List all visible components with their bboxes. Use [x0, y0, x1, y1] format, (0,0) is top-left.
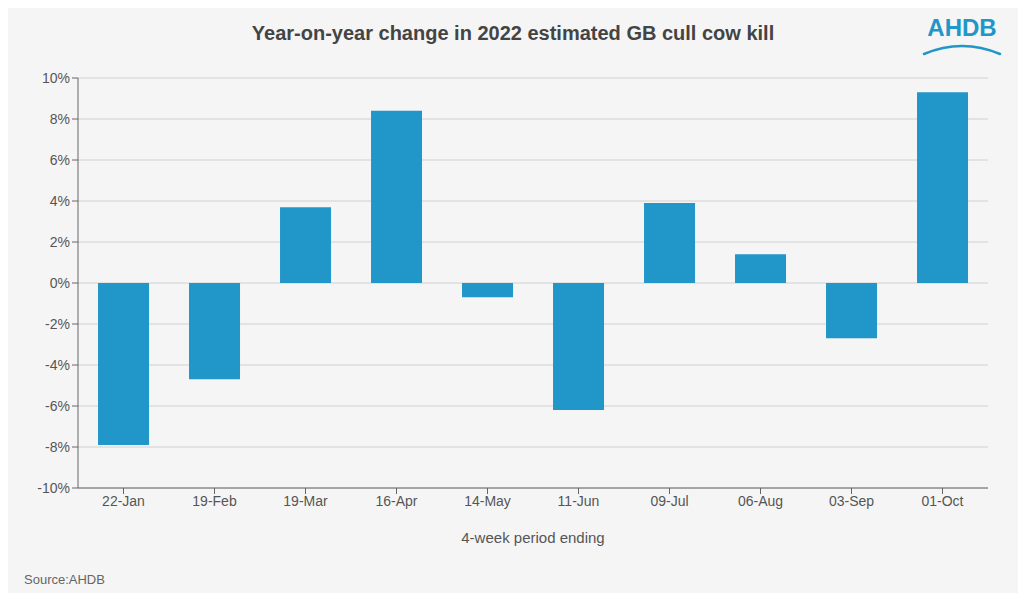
svg-text:01-Oct: 01-Oct [921, 493, 963, 509]
svg-text:6%: 6% [50, 152, 70, 168]
svg-text:14-May: 14-May [464, 493, 511, 509]
svg-text:-8%: -8% [45, 439, 70, 455]
svg-text:16-Apr: 16-Apr [375, 493, 417, 509]
svg-text:-10%: -10% [37, 480, 70, 496]
html-text:AHDB: AHDB [927, 14, 997, 41]
html-text:Year-on-year change in 2022 es: Year-on-year change in 2022 estimated GB… [251, 21, 775, 44]
svg-text:11-Jun: 11-Jun [558, 493, 600, 509]
svg-text:-2%: -2% [45, 316, 70, 332]
svg-text:10%: 10% [42, 70, 70, 86]
svg-text:06-Aug: 06-Aug [738, 493, 783, 509]
svg-text:4-week period ending: 4-week period ending [461, 529, 604, 546]
svg-text:19-Mar: 19-Mar [283, 493, 328, 509]
svg-text:09-Jul: 09-Jul [650, 493, 688, 509]
svg-text:22-Jan: 22-Jan [102, 493, 145, 509]
svg-text:2%: 2% [50, 234, 70, 250]
svg-text:03-Sep: 03-Sep [829, 493, 874, 509]
svg-text:4%: 4% [50, 193, 70, 209]
svg-text:8%: 8% [50, 111, 70, 127]
svg-text:19-Feb: 19-Feb [192, 493, 237, 509]
html-text:Source:AHDB: Source:AHDB [24, 572, 105, 587]
svg-text:0%: 0% [50, 275, 70, 291]
svg-text:-6%: -6% [45, 398, 70, 414]
svg-text:-4%: -4% [45, 357, 70, 373]
